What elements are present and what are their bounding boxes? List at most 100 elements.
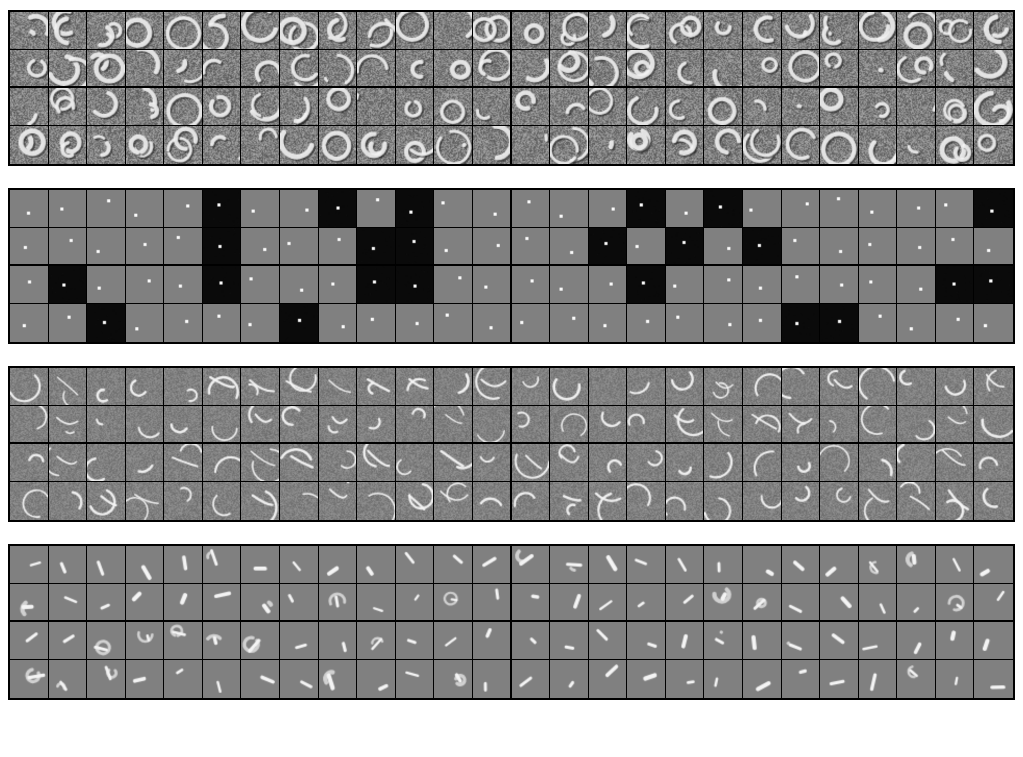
filter-cell (859, 50, 898, 88)
filter-cell (319, 546, 358, 584)
filter-cell (859, 622, 898, 660)
filter-cell (897, 622, 936, 660)
filter-cell (10, 228, 49, 266)
filter-cell (396, 304, 435, 342)
filter-cell (241, 482, 280, 520)
filter-cell (743, 12, 782, 50)
filter-cell (589, 126, 628, 164)
filter-cell (627, 584, 666, 622)
filter-cell (203, 584, 242, 622)
filter-cell (704, 622, 743, 660)
filter-cell (10, 406, 49, 444)
filter-cell (10, 622, 49, 660)
filter-cell (357, 228, 396, 266)
filter-cell (87, 660, 126, 698)
filter-cell (241, 228, 280, 266)
filter-cell (473, 126, 512, 164)
filter-cell (974, 660, 1013, 698)
filter-cell (319, 304, 358, 342)
filter-cell (203, 266, 242, 304)
filter-cell (87, 622, 126, 660)
filter-cell (280, 444, 319, 482)
filter-cell (627, 622, 666, 660)
filter-cell (434, 304, 473, 342)
filter-cell (627, 190, 666, 228)
filter-cell (666, 126, 705, 164)
filter-cell (203, 190, 242, 228)
filter-cell (666, 482, 705, 520)
filter-cell (666, 584, 705, 622)
filter-cell (512, 88, 551, 126)
filter-cell (974, 12, 1013, 50)
filter-cell (936, 12, 975, 50)
filter-cell (974, 50, 1013, 88)
filter-cell (859, 228, 898, 266)
filter-cell (820, 50, 859, 88)
filter-cell (897, 12, 936, 50)
filter-cell (434, 50, 473, 88)
filter-cell (589, 190, 628, 228)
filter-cell (897, 266, 936, 304)
filter-cell (666, 406, 705, 444)
filter-cell (897, 546, 936, 584)
filter-cell (704, 482, 743, 520)
filter-cell (666, 444, 705, 482)
filter-cell (550, 12, 589, 50)
filter-cell (319, 368, 358, 406)
filter-cell (396, 228, 435, 266)
filter-cell (434, 126, 473, 164)
filter-cell (357, 584, 396, 622)
filter-cell (704, 444, 743, 482)
filter-cell (666, 368, 705, 406)
filter-cell (280, 88, 319, 126)
filter-cell (512, 546, 551, 584)
filter-cell (164, 584, 203, 622)
filter-cell (357, 126, 396, 164)
filter-cell (87, 368, 126, 406)
filter-cell (396, 546, 435, 584)
filter-cell (550, 304, 589, 342)
filter-cell (627, 304, 666, 342)
filter-cell (87, 406, 126, 444)
filter-cell (743, 228, 782, 266)
filter-cell (434, 266, 473, 304)
filter-cell (87, 228, 126, 266)
filter-cell (859, 482, 898, 520)
filter-cell (859, 368, 898, 406)
filter-cell (820, 660, 859, 698)
filter-cell (396, 50, 435, 88)
filter-cell (936, 228, 975, 266)
filter-cell (280, 482, 319, 520)
filter-cell (164, 190, 203, 228)
filter-cell (49, 368, 88, 406)
filter-cell (357, 660, 396, 698)
filter-cell (936, 126, 975, 164)
filter-cell (473, 660, 512, 698)
filter-cell (743, 266, 782, 304)
filter-cell (280, 228, 319, 266)
filter-cell (357, 622, 396, 660)
filter-cell (512, 228, 551, 266)
filter-cell (10, 88, 49, 126)
filter-cell (859, 190, 898, 228)
filter-cell (936, 266, 975, 304)
filter-cell (473, 12, 512, 50)
filter-cell (936, 304, 975, 342)
filter-cell (859, 126, 898, 164)
filter-cell (974, 368, 1013, 406)
filter-cell (319, 190, 358, 228)
filter-cell (589, 546, 628, 584)
filter-cell (357, 406, 396, 444)
filter-cell (10, 266, 49, 304)
filter-cell (434, 546, 473, 584)
filter-grid-panel-4 (8, 544, 1015, 700)
filter-cell (357, 12, 396, 50)
filter-cell (126, 546, 165, 584)
filter-cell (280, 622, 319, 660)
filter-cell (820, 228, 859, 266)
filter-cell (666, 546, 705, 584)
filter-cell (434, 88, 473, 126)
filter-cell (164, 660, 203, 698)
filter-cell (203, 304, 242, 342)
filter-cell (704, 190, 743, 228)
